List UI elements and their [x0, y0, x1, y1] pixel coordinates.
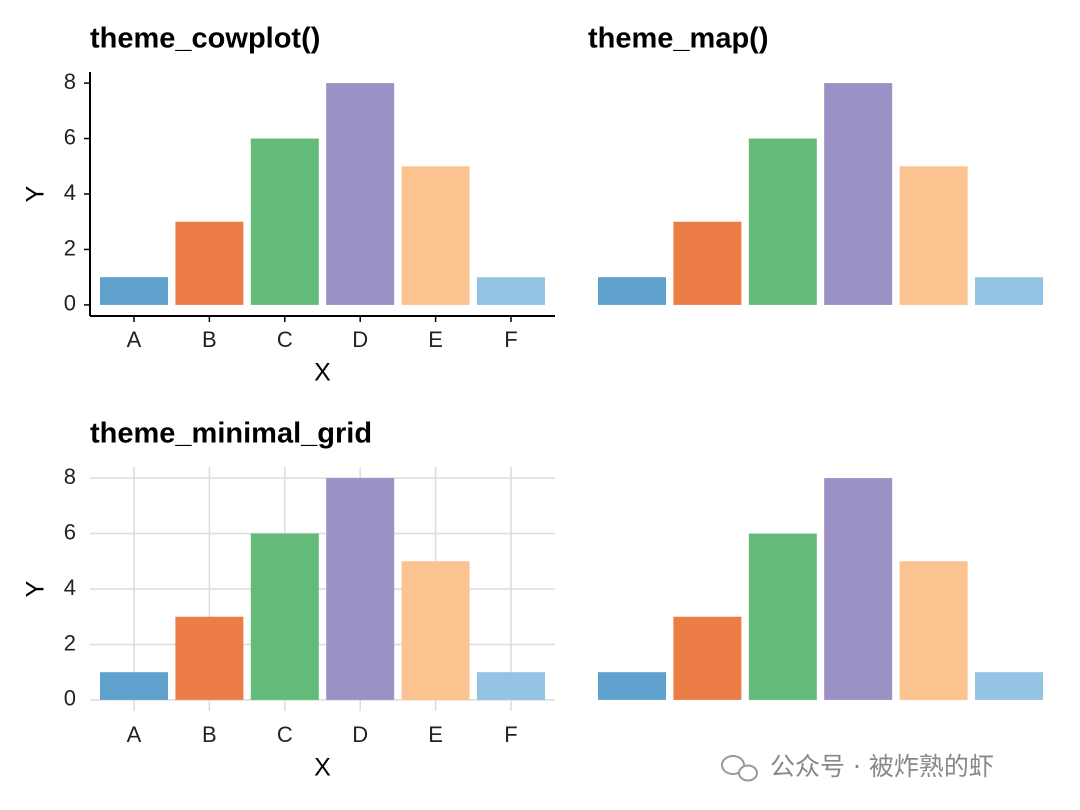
- y-tick-label: 0: [64, 291, 76, 316]
- bar: [824, 83, 893, 305]
- y-tick-label: 2: [64, 630, 76, 655]
- bar: [598, 672, 666, 700]
- chart-title: theme_minimal_grid: [90, 418, 372, 450]
- bar: [175, 616, 244, 700]
- bar: [175, 221, 244, 305]
- bar: [824, 478, 893, 700]
- y-tick-label: 4: [64, 180, 76, 205]
- bar: [673, 616, 742, 700]
- x-tick-label: C: [277, 327, 293, 352]
- watermark: 公众号 · 被炸熟的虾: [770, 752, 994, 781]
- bar: [748, 533, 817, 700]
- wechat-icon: [721, 755, 758, 782]
- x-tick-label: B: [202, 327, 217, 352]
- bar: [326, 83, 395, 305]
- bar: [899, 561, 968, 700]
- y-axis-label: Y: [22, 185, 50, 202]
- bar: [100, 672, 168, 700]
- y-tick-label: 8: [64, 69, 76, 94]
- x-tick-label: F: [504, 722, 517, 747]
- bar: [673, 221, 742, 305]
- x-tick-label: E: [428, 327, 443, 352]
- bar: [326, 478, 395, 700]
- bar: [975, 277, 1043, 305]
- x-axis-label: X: [314, 754, 331, 782]
- x-tick-label: A: [127, 327, 142, 352]
- bar: [598, 277, 666, 305]
- bar: [748, 138, 817, 305]
- y-tick-label: 6: [64, 519, 76, 544]
- x-tick-label: C: [277, 722, 293, 747]
- y-tick-label: 6: [64, 124, 76, 149]
- bar: [250, 138, 319, 305]
- bar: [401, 166, 470, 305]
- bar: [899, 166, 968, 305]
- x-tick-label: D: [352, 722, 368, 747]
- x-axis-label: X: [314, 359, 331, 387]
- x-tick-label: D: [352, 327, 368, 352]
- x-tick-label: F: [504, 327, 517, 352]
- chart-title: theme_cowplot(): [90, 23, 320, 55]
- bar: [401, 561, 470, 700]
- y-axis-label: Y: [22, 580, 50, 597]
- y-tick-label: 4: [64, 575, 76, 600]
- bar: [477, 277, 545, 305]
- bar: [975, 672, 1043, 700]
- y-tick-label: 0: [64, 686, 76, 711]
- x-tick-label: B: [202, 722, 217, 747]
- bar: [100, 277, 168, 305]
- bar: [250, 533, 319, 700]
- y-tick-label: 2: [64, 235, 76, 260]
- y-tick-label: 8: [64, 464, 76, 489]
- x-tick-label: E: [428, 722, 443, 747]
- chart-title: theme_map(): [588, 23, 769, 55]
- bar: [477, 672, 545, 700]
- x-tick-label: A: [127, 722, 142, 747]
